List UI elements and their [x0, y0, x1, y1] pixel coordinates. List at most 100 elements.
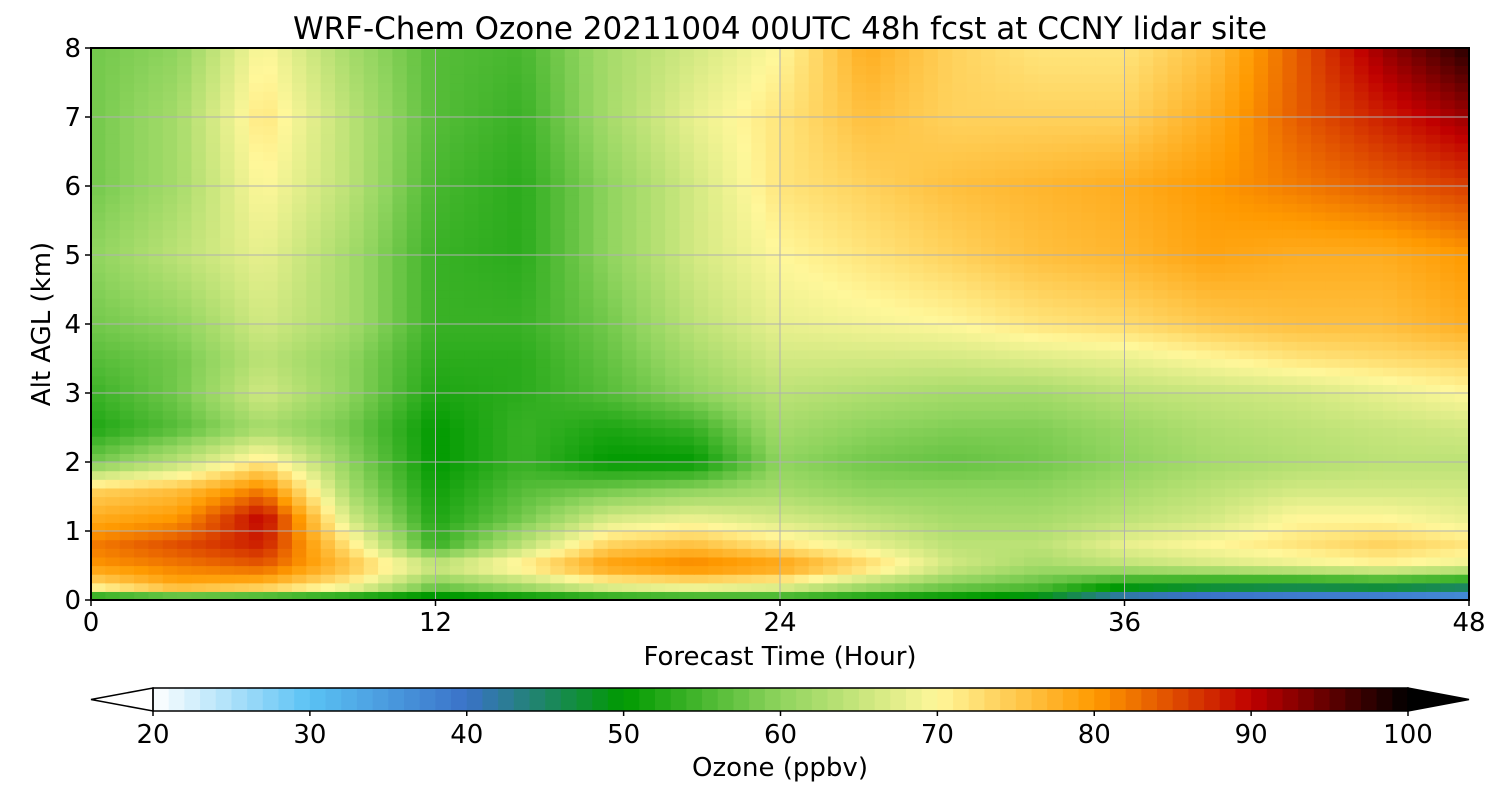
heatmap-cell	[507, 194, 523, 204]
heatmap-cell	[1009, 341, 1025, 351]
heatmap-cell	[220, 211, 236, 222]
heatmap-cell	[607, 332, 623, 342]
heatmap-cell	[1138, 427, 1154, 437]
heatmap-cell	[507, 496, 523, 506]
heatmap-cell	[1009, 427, 1025, 437]
heatmap-cell	[263, 168, 279, 178]
heatmap-cell	[1454, 315, 1469, 325]
heatmap-cell	[894, 384, 910, 394]
heatmap-cell	[1239, 453, 1255, 463]
heatmap-cell	[1368, 393, 1384, 403]
heatmap-cell	[780, 436, 795, 446]
heatmap-cell	[564, 315, 580, 325]
heatmap-cell	[1440, 522, 1456, 532]
heatmap-cell	[1210, 591, 1226, 600]
heatmap-cell	[205, 168, 221, 178]
heatmap-cell	[1181, 513, 1197, 523]
heatmap-cell	[866, 591, 882, 600]
heatmap-cell	[1397, 470, 1413, 480]
heatmap-cell	[1138, 582, 1154, 592]
heatmap-cell	[320, 177, 336, 187]
heatmap-cell	[148, 186, 164, 196]
heatmap-cell	[1296, 418, 1312, 429]
heatmap-cell	[564, 324, 580, 334]
heatmap-cell	[1411, 341, 1427, 351]
heatmap-cell	[421, 186, 437, 196]
heatmap-cell	[1382, 401, 1398, 411]
heatmap-cell	[1339, 565, 1355, 575]
heatmap-cell	[679, 160, 695, 170]
heatmap-cell	[1282, 349, 1298, 360]
heatmap-cell	[363, 289, 379, 299]
heatmap-cell	[392, 315, 408, 325]
heatmap-cell	[751, 367, 767, 377]
heatmap-cell	[980, 436, 996, 446]
heatmap-cell	[1153, 453, 1169, 463]
heatmap-cell	[1425, 306, 1441, 316]
heatmap-cell	[1325, 453, 1341, 463]
heatmap-cell	[406, 591, 422, 600]
heatmap-cell	[1382, 229, 1398, 239]
heatmap-cell	[636, 349, 652, 360]
heatmap-cell	[291, 289, 307, 299]
heatmap-cell	[1239, 315, 1255, 325]
heatmap-cell	[1325, 496, 1341, 506]
heatmap-cell	[1095, 565, 1111, 575]
heatmap-cell	[736, 367, 752, 377]
heatmap-cell	[148, 462, 164, 472]
heatmap-cell	[177, 522, 193, 532]
heatmap-cell	[722, 539, 738, 549]
heatmap-cell	[823, 582, 839, 592]
heatmap-cell	[277, 539, 293, 549]
heatmap-cell	[579, 186, 594, 196]
heatmap-cell	[1167, 418, 1183, 429]
heatmap-cell	[693, 548, 709, 558]
heatmap-cell	[923, 186, 939, 196]
heatmap-cell	[464, 315, 480, 325]
heatmap-cell	[880, 349, 896, 360]
heatmap-cell	[1296, 177, 1312, 187]
heatmap-cell	[650, 246, 666, 256]
heatmap-cell	[693, 444, 709, 454]
heatmap-cell	[866, 487, 882, 498]
heatmap-cell	[1167, 194, 1183, 204]
heatmap-cell	[421, 548, 437, 558]
heatmap-cell	[205, 574, 221, 584]
heatmap-cell	[421, 556, 437, 567]
heatmap-cell	[1440, 574, 1456, 584]
heatmap-cell	[1009, 565, 1025, 575]
heatmap-cell	[1210, 315, 1226, 325]
heatmap-cell	[1296, 393, 1312, 403]
heatmap-cell	[1067, 591, 1083, 600]
heatmap-cell	[1368, 237, 1384, 247]
heatmap-cell	[105, 548, 121, 558]
heatmap-cell	[1038, 246, 1054, 256]
heatmap-cell	[1210, 375, 1226, 385]
heatmap-cell	[980, 324, 996, 334]
heatmap-cell	[995, 289, 1011, 299]
heatmap-cell	[780, 324, 795, 334]
heatmap-cell	[1253, 315, 1269, 325]
heatmap-cell	[363, 324, 379, 334]
heatmap-cell	[521, 289, 537, 299]
heatmap-cell	[177, 410, 193, 420]
heatmap-cell	[521, 203, 537, 213]
heatmap-cell	[1224, 401, 1240, 411]
heatmap-cell	[1081, 177, 1097, 187]
heatmap-cell	[966, 513, 982, 523]
heatmap-cell	[478, 203, 494, 213]
heatmap-cell	[550, 298, 566, 308]
heatmap-cell	[607, 436, 623, 446]
heatmap-cell	[464, 272, 480, 282]
heatmap-cell	[535, 220, 551, 230]
heatmap-cell	[1425, 246, 1441, 256]
heatmap-cell	[823, 487, 839, 498]
heatmap-cell	[1268, 574, 1283, 584]
heatmap-cell	[1110, 332, 1126, 342]
heatmap-cell	[406, 393, 422, 403]
heatmap-cell	[593, 556, 609, 567]
heatmap-cell	[966, 367, 982, 377]
heatmap-cell	[980, 255, 996, 265]
heatmap-cell	[291, 401, 307, 411]
heatmap-cell	[291, 591, 307, 600]
